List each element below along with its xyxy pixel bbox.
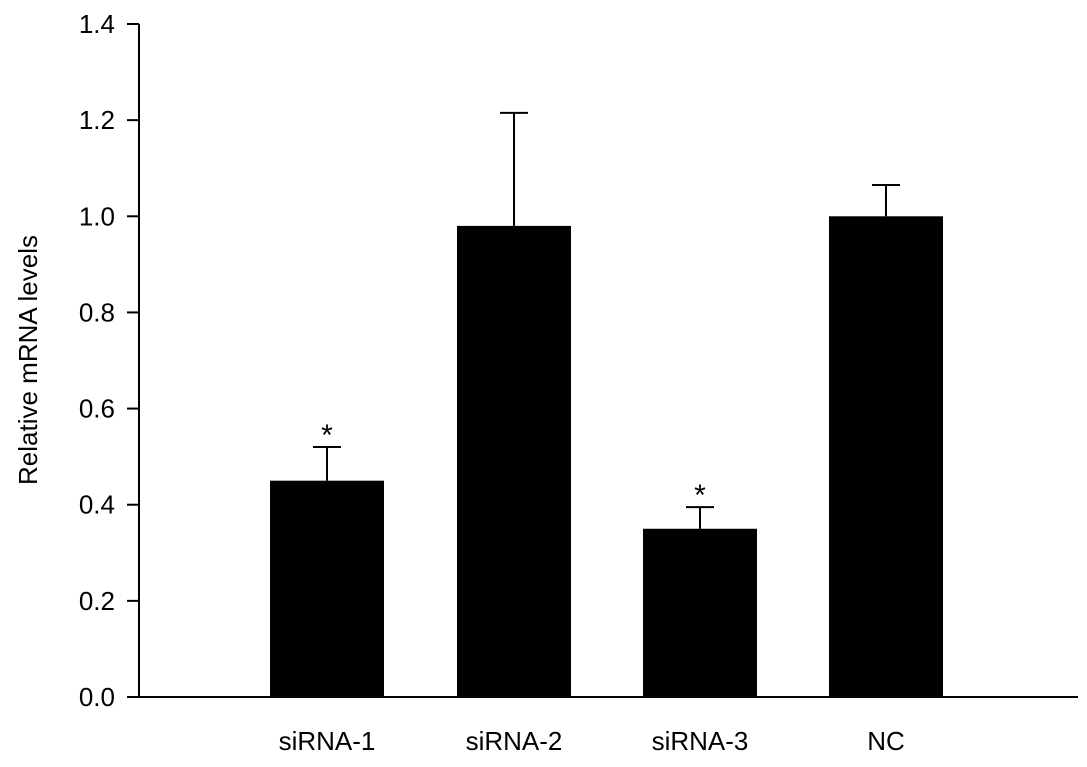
y-tick-label-7: 1.4 [79,9,115,39]
y-tick-label-5: 1.0 [79,201,115,231]
y-tick-label-3: 0.6 [79,394,115,424]
y-axis-title: Relative mRNA levels [13,235,43,485]
x-tick-label-3: siRNA-3 [652,726,749,756]
labels: 0.0 0.2 0.4 0.6 0.8 1.0 1.2 1.4 * siRNA-1 siRNA-2 *… [79,9,905,756]
y-tick-label-2: 0.4 [79,490,115,520]
significance-marker-3: * [694,479,706,512]
y-tick-label-0: 0.0 [79,682,115,712]
bar-4 [829,216,943,698]
bar-3 [643,528,757,697]
y-tick-label-1: 0.2 [79,586,115,616]
significance-marker-1: * [321,419,333,452]
x-tick-label-4: NC [867,726,905,756]
x-tick-label-1: siRNA-1 [279,726,376,756]
y-tick-label-4: 0.8 [79,297,115,327]
y-tick-label-6: 1.2 [79,105,115,135]
x-tick-label-2: siRNA-2 [466,726,563,756]
bars [270,111,943,698]
bar-2 [457,225,571,697]
bar-1 [270,480,384,697]
